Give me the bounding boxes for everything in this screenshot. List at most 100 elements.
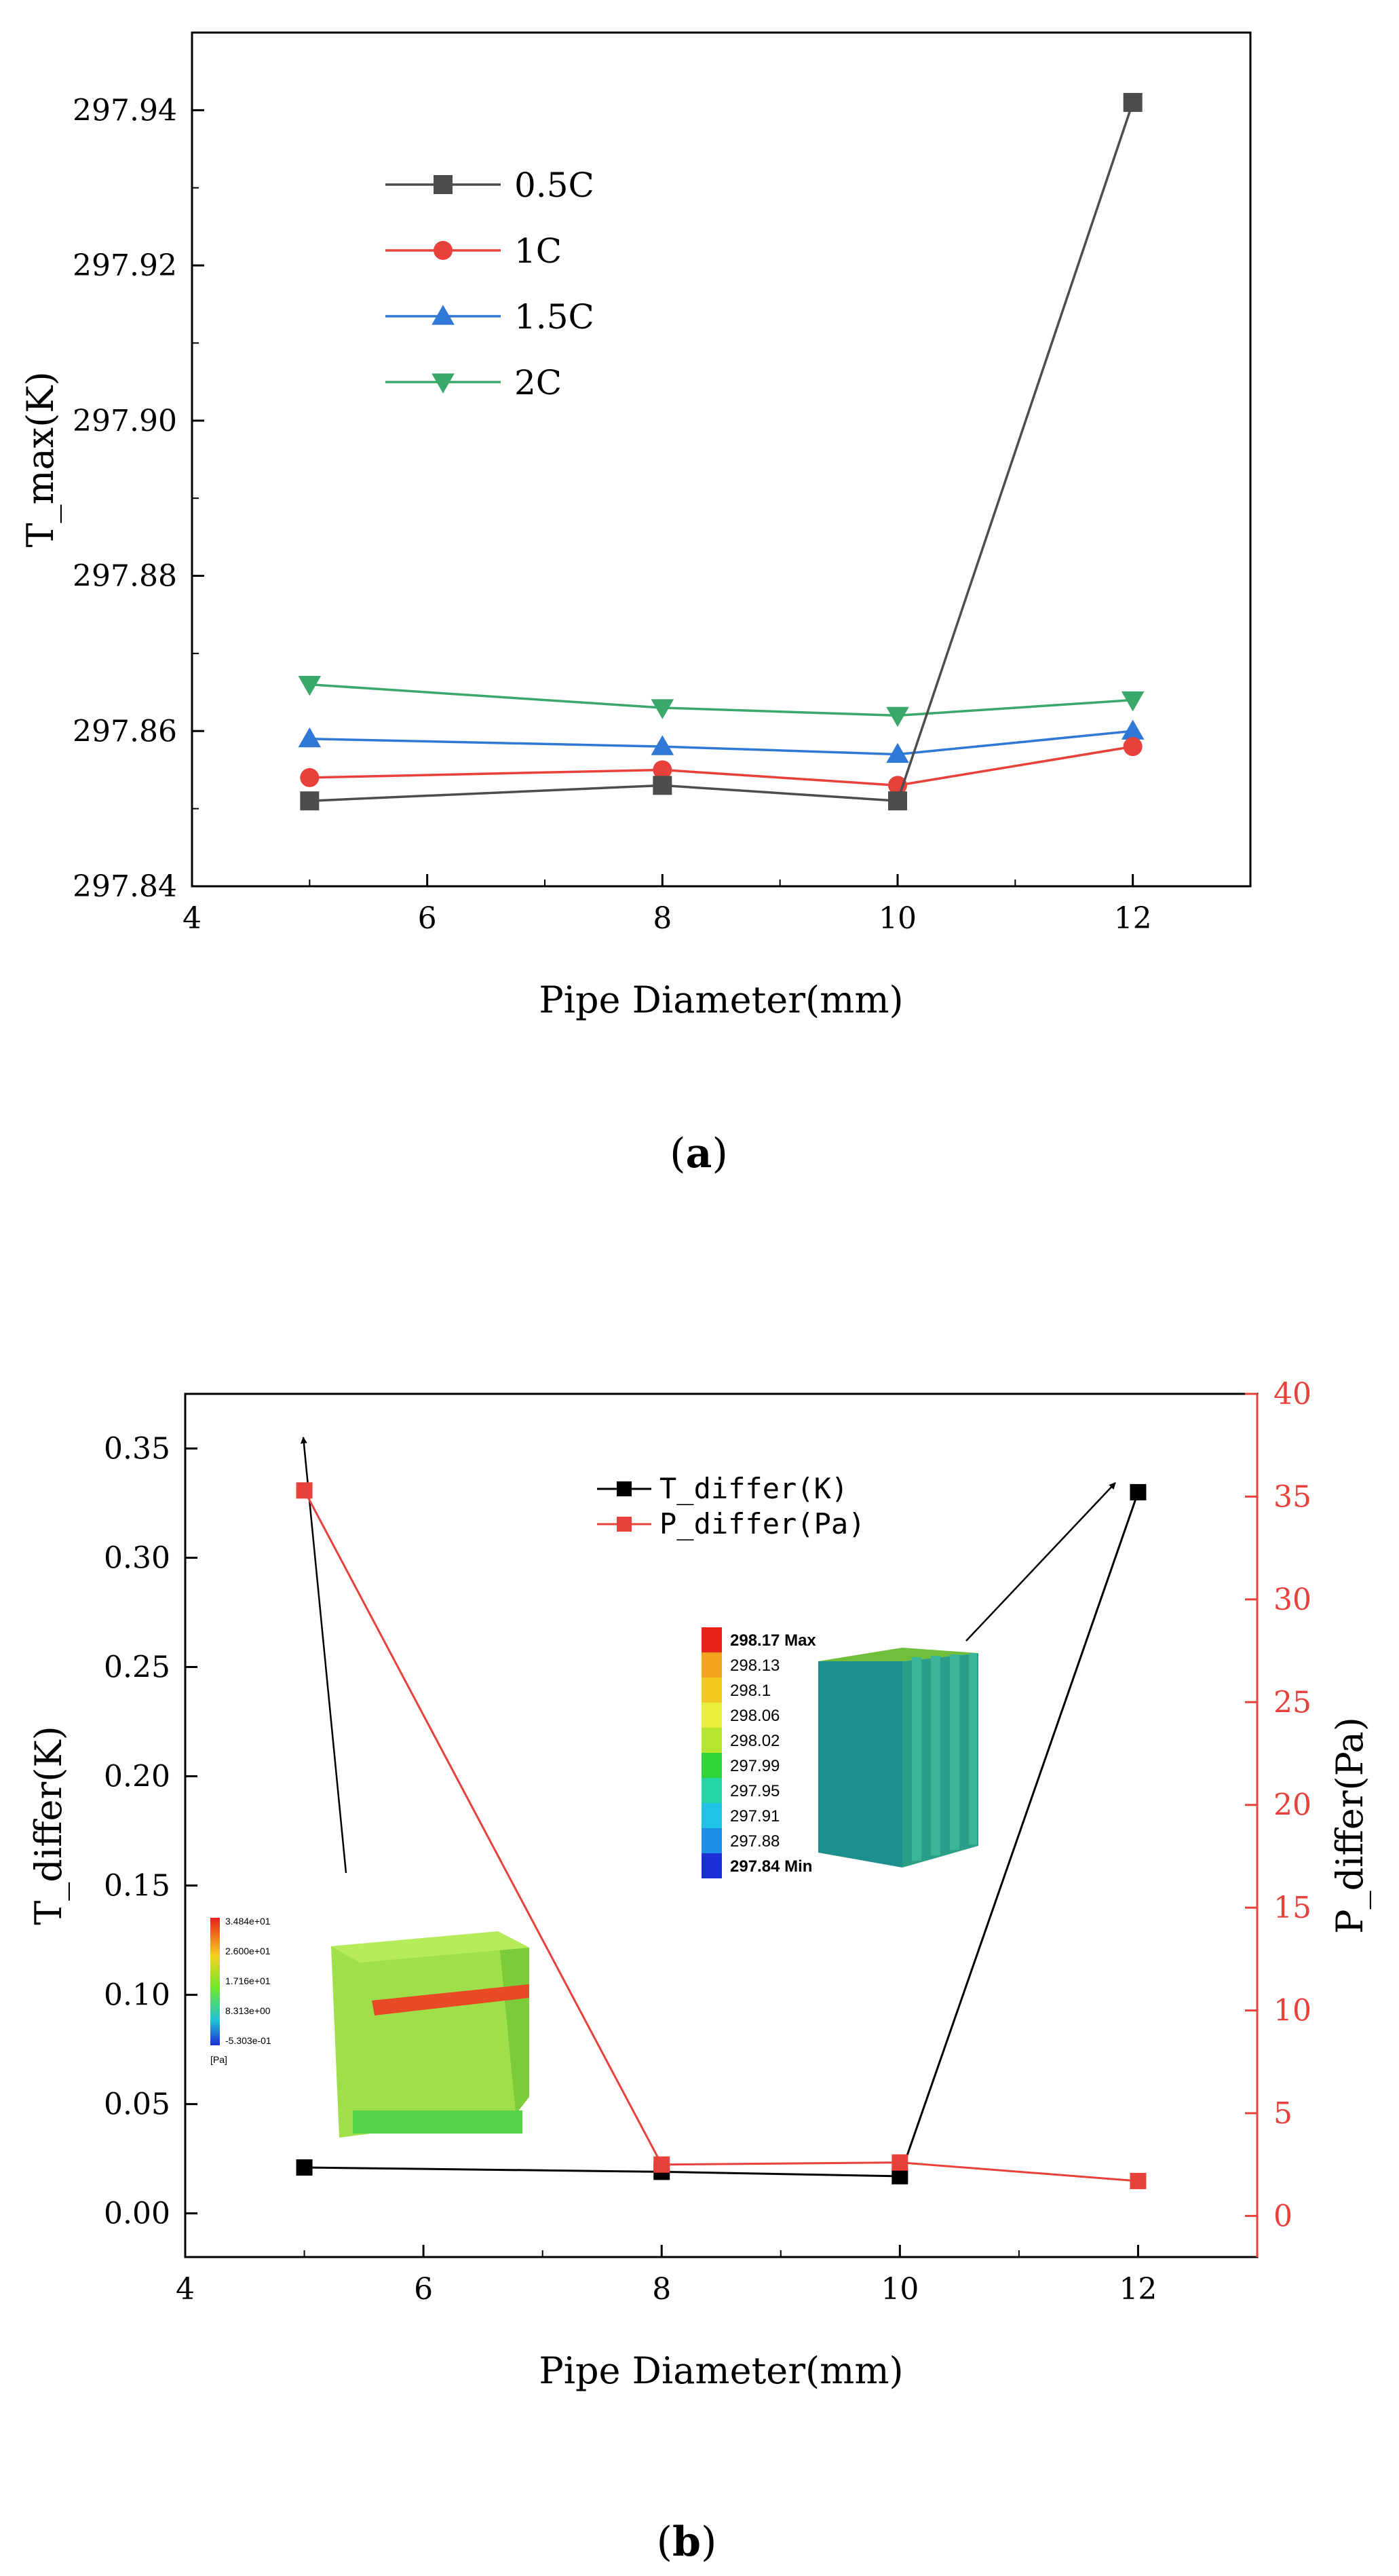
legend-label-a: 1C [514,231,562,271]
data-point-b-T_differ(K) [296,2159,313,2176]
y-tick-label-right-b: 0 [1273,2199,1292,2233]
x-tick-label-b: 10 [881,2272,919,2307]
y-tick-label-a: 297.94 [73,93,177,128]
data-point-a-1C [1123,737,1143,757]
series-line-a-2C [309,683,1133,717]
battery-pack-top [818,1648,978,1661]
x-tick-label-a: 4 [183,901,202,936]
y-axis-label-a: T_max(K) [19,371,62,547]
temperature-legend-label: 298.17 Max [730,1631,816,1650]
series-line-a-0.5C [309,102,1134,803]
legend-label-a: 0.5C [514,166,594,205]
data-point-b-T_differ(K) [1130,1483,1147,1500]
temperature-legend-swatch [702,1678,722,1703]
y-tick-label-right-b: 25 [1273,1685,1311,1720]
x-tick-label-b: 12 [1119,2272,1157,2307]
pressure-box-top [331,1931,529,1963]
temperature-legend-label: 298.13 [730,1656,780,1675]
data-point-a-1.5C [298,727,322,748]
temperature-legend-label: 298.02 [730,1732,780,1750]
legend-label-a: 1.5C [514,297,594,337]
y-tick-label-left-b: 0.30 [104,1541,170,1576]
data-point-a-0.5C [888,791,907,811]
temperature-legend-swatch [702,1803,722,1828]
y-tick-label-right-b: 40 [1273,1377,1311,1412]
chart-a: 4 6 8 10 12 297.84297.86297.88297.90297.9229… [19,31,1252,1177]
panel-letter-b: b [672,2518,701,2566]
data-point-a-0.5C [653,776,672,795]
y-tick-label-right-b: 35 [1273,1479,1311,1514]
temperature-legend-swatch [702,1753,722,1778]
temperature-legend-swatch [702,1652,722,1678]
temperature-inset: 298.17 Max 298.13 298.1 298.06 298.02 297.99 2… [702,1627,978,1878]
annotation-arrow-left [300,1437,347,1874]
legend-label-p-differ: P_differ(Pa) [659,1507,865,1540]
series-line-a-1.5C [309,730,1133,756]
pressure-legend-4: -5.303e-01 [225,2035,271,2046]
y-tick-label-left-b: 0.05 [104,2087,170,2122]
legend-label-t-differ: T_differ(K) [659,1472,848,1505]
x-tick-label-b: 6 [414,2272,433,2307]
legend-marker-a [432,373,455,394]
temperature-legend-swatch [702,1728,722,1753]
x-axis-label-b: Pipe Diameter(mm) [539,2349,903,2392]
y-tick-label-a: 297.90 [73,404,177,438]
data-point-b-P_differ(Pa) [1130,2172,1147,2189]
y-axis-label-right-b: P_differ(Pa) [1328,1717,1371,1934]
data-point-a-1.5C [886,742,909,763]
data-point-a-0.5C [1123,92,1143,112]
temperature-legend-swatch [702,1703,722,1728]
series-line-b-P_differ(Pa) [303,1490,1138,2182]
battery-cell-1 [912,1657,921,1861]
temperature-legend-label: 297.84 Min [730,1857,812,1876]
temperature-legend-swatch [702,1627,722,1652]
data-point-a-1.5C [1121,719,1145,740]
x-ticks-b: 4 6 8 10 12 [176,2245,1157,2307]
panel-label-b: (b) [657,2518,717,2566]
pressure-legend-3: 8.313e+00 [225,2005,271,2016]
y-tick-label-right-b: 30 [1273,1583,1311,1617]
legend-a: 0.5C 1C 1.5C 2C [385,166,594,402]
y-tick-label-right-b: 5 [1273,2096,1292,2131]
data-point-a-0.5C [300,791,320,811]
battery-cell-3 [950,1654,959,1850]
y-tick-label-right-b: 10 [1273,1994,1311,2028]
y-ticks-right-b: 0 5 10 15 20 25 30 35 40 [1245,1377,1311,2233]
pressure-legend-2: 1.716e+01 [225,1975,271,1986]
pressure-legend-1: 2.600e+01 [225,1946,271,1956]
series-a [298,92,1145,811]
series-b [296,1482,1147,2189]
y-tick-label-left-b: 0.10 [104,1978,170,2013]
y-tick-label-left-b: 0.35 [104,1432,170,1466]
data-point-a-2C [651,699,674,719]
pressure-box-stripe [372,1984,529,2015]
y-tick-label-left-b: 0.00 [104,2197,170,2231]
temperature-legend: 298.17 Max 298.13 298.1 298.06 298.02 297.99 2… [702,1627,816,1878]
pressure-inset: 3.484e+01 2.600e+01 1.716e+01 8.313e+00 … [210,1916,529,2138]
data-point-a-1C [653,760,672,780]
legend-marker-a [434,175,453,194]
temperature-legend-label: 297.99 [730,1757,780,1775]
legend-marker-a [432,305,455,325]
data-point-b-P_differ(Pa) [653,2156,670,2173]
legend-marker-a [434,241,453,260]
temperature-legend-label: 297.91 [730,1807,780,1825]
x-tick-label-a: 6 [418,901,437,936]
pressure-legend-unit: [Pa] [210,2054,227,2065]
data-point-a-1C [300,768,320,787]
y-axis-label-left-b: T_differ(K) [27,1726,70,1925]
chart-b: 4 6 8 10 12 0.00 0.05 0.10 0.15 0.20 0.25 0.30 0.35… [27,1377,1371,2566]
pressure-box-side [498,1931,529,2115]
temperature-legend-swatch [702,1828,722,1853]
temperature-legend-swatch [702,1778,722,1803]
plot-frame-a [191,31,1252,888]
battery-pack-front [818,1661,902,1868]
y-tick-label-a: 297.92 [73,248,177,283]
legend-label-a: 2C [514,363,562,402]
data-point-a-2C [886,706,909,727]
y-tick-label-right-b: 15 [1273,1891,1311,1925]
data-point-b-P_differ(Pa) [892,2154,908,2171]
pressure-box-front [331,1931,516,2138]
data-point-a-2C [298,676,322,696]
